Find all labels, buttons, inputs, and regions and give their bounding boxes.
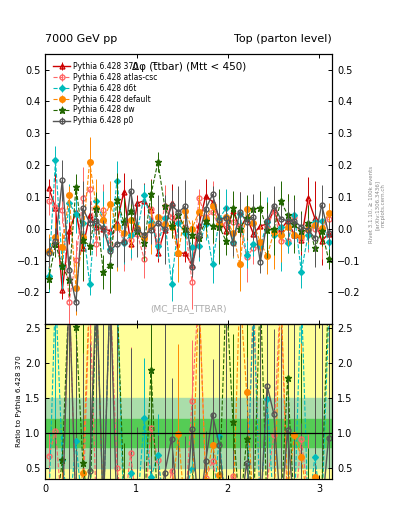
Text: [arXiv:1306.3436]: [arXiv:1306.3436] <box>375 180 380 230</box>
Text: mcplots.cern.ch: mcplots.cern.ch <box>381 183 386 227</box>
Text: (MC_FBA_TTBAR): (MC_FBA_TTBAR) <box>151 304 227 313</box>
Y-axis label: Ratio to Pythia 6.428 370: Ratio to Pythia 6.428 370 <box>16 355 22 447</box>
Text: 7000 GeV pp: 7000 GeV pp <box>45 33 118 44</box>
Text: Top (parton level): Top (parton level) <box>234 33 332 44</box>
Text: Rivet 3.1.10, ≥ 100k events: Rivet 3.1.10, ≥ 100k events <box>369 166 374 243</box>
Bar <box>45 324 332 479</box>
Bar <box>45 419 332 447</box>
Legend: Pythia 6.428 370, Pythia 6.428 atlas-csc, Pythia 6.428 d6t, Pythia 6.428 default: Pythia 6.428 370, Pythia 6.428 atlas-csc… <box>52 60 159 127</box>
Bar <box>45 398 332 468</box>
Text: Δφ (t̅tbar) (Mtt < 450): Δφ (t̅tbar) (Mtt < 450) <box>132 62 246 72</box>
